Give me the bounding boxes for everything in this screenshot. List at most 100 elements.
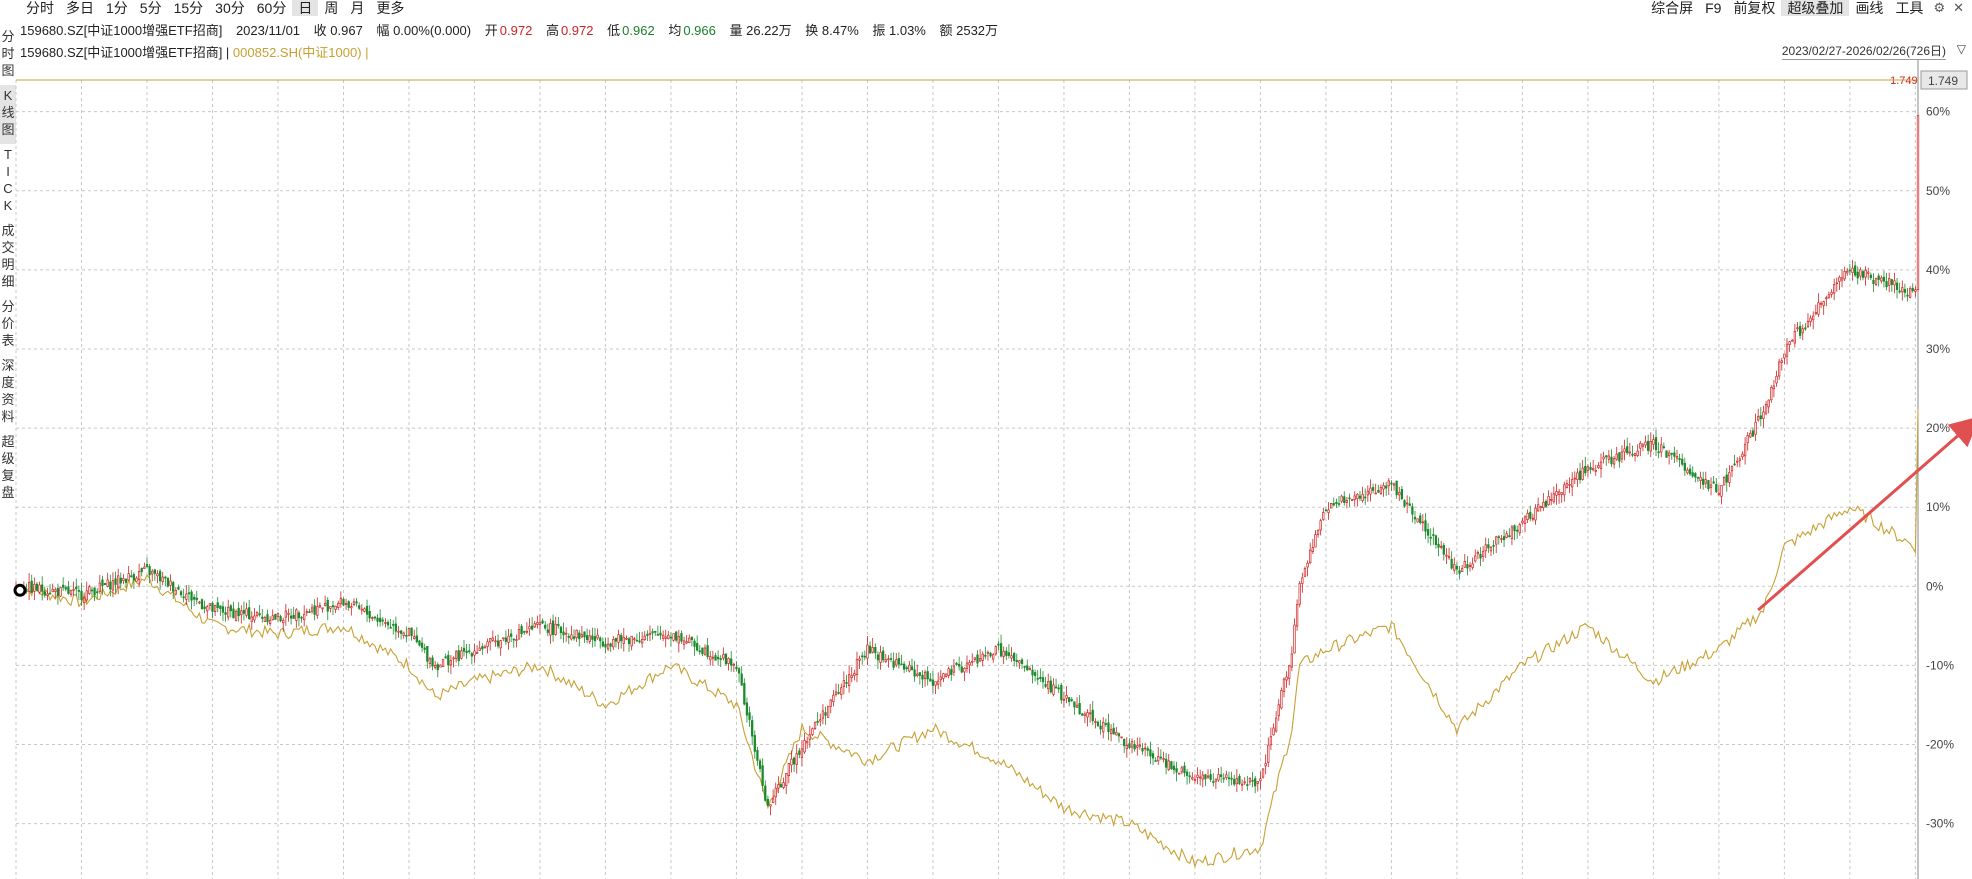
period-tab-0[interactable]: 分时: [26, 0, 54, 16]
candle-body: [1429, 536, 1432, 539]
quote-high-label: 高: [545, 23, 559, 38]
side-tab-0[interactable]: 分时图: [1, 29, 15, 78]
candle-body: [1644, 441, 1647, 446]
period-tab-3[interactable]: 5分: [139, 0, 162, 16]
candle-body: [908, 664, 911, 672]
period-tab-10[interactable]: 更多: [376, 0, 405, 16]
period-tab-4[interactable]: 15分: [173, 0, 204, 16]
date-range-selector[interactable]: 2023/02/27-2026/02/26(726日): [1781, 44, 1946, 60]
candle-body: [232, 608, 235, 619]
y-tick-label: 60%: [1926, 105, 1950, 119]
legend-overlay[interactable]: 000852.SH(中证1000) |: [232, 45, 369, 60]
close-icon[interactable]: ✕: [1953, 0, 1964, 15]
chevron-down-icon[interactable]: ▽: [1956, 42, 1966, 56]
candle-body: [1505, 533, 1508, 538]
candle-body: [1130, 741, 1134, 748]
candle-body: [1715, 483, 1718, 493]
candle-body: [151, 570, 154, 575]
candle-body: [1746, 435, 1749, 444]
toolbar-item-3[interactable]: 超级叠加: [1781, 0, 1850, 16]
candle-body: [363, 608, 366, 612]
candle-body: [1864, 269, 1867, 278]
candle-body: [1154, 760, 1157, 762]
candle-body: [1416, 518, 1419, 523]
candle-body: [1086, 712, 1089, 718]
candle-body: [1172, 765, 1176, 771]
candle-body: [816, 720, 819, 723]
toolbar-item-2[interactable]: 前复权: [1733, 0, 1776, 16]
period-tab-5[interactable]: 30分: [215, 0, 245, 16]
candle-body: [1888, 278, 1891, 286]
side-tab-6[interactable]: 超级复盘: [1, 434, 15, 500]
toolbar-item-0[interactable]: 综合屏: [1651, 0, 1694, 16]
candle-body: [544, 624, 547, 629]
candle-body: [1872, 279, 1875, 285]
candle-body: [1856, 271, 1859, 279]
candle-body: [622, 636, 625, 644]
period-tab-6[interactable]: 60分: [256, 0, 287, 16]
candle-body: [62, 584, 65, 588]
candle-body: [48, 592, 52, 595]
candle-body: [1573, 477, 1576, 480]
period-tab-8[interactable]: 周: [324, 0, 339, 16]
candle-body: [1903, 289, 1907, 293]
candle-body: [1796, 327, 1799, 330]
period-tab-2[interactable]: 1分: [106, 0, 128, 16]
candle-body: [1534, 507, 1537, 521]
candle-body: [478, 647, 481, 651]
candle-body: [140, 568, 143, 573]
candle-body: [1840, 277, 1844, 281]
candle-body: [1785, 343, 1789, 357]
candle-body: [1906, 294, 1909, 297]
candle-body: [1193, 779, 1197, 781]
candle-body: [829, 699, 832, 707]
candle-body: [625, 638, 628, 640]
candle-body: [1788, 341, 1791, 345]
candle-body: [523, 630, 526, 633]
period-tab-9[interactable]: 月: [350, 0, 365, 16]
candle-body: [399, 630, 403, 634]
legend-main[interactable]: 159680.SZ[中证1000增强ETF招商] |: [20, 45, 230, 60]
candle-body: [1898, 290, 1901, 293]
candle-body: [1759, 415, 1762, 420]
candle-body: [248, 607, 251, 620]
candle-body: [457, 650, 460, 662]
side-tab-4[interactable]: 分价表: [1, 299, 15, 348]
candle-body: [1555, 491, 1558, 496]
candle-body: [1350, 499, 1354, 501]
period-tab-7[interactable]: 日: [292, 0, 319, 16]
candle-body: [612, 639, 615, 648]
candle-body: [541, 620, 544, 624]
candle-body: [1557, 491, 1561, 495]
candle-body: [489, 638, 492, 643]
candle-body: [1225, 774, 1228, 778]
side-tab-3[interactable]: 成交明细: [1, 223, 15, 289]
candle-body: [557, 623, 560, 627]
toolbar-item-5[interactable]: 工具: [1895, 0, 1924, 16]
side-tab-5[interactable]: 深度资料: [1, 358, 15, 424]
candle-body: [1628, 451, 1631, 454]
candle-body: [811, 728, 814, 735]
candle-body: [1581, 467, 1584, 480]
candle-body: [208, 603, 212, 607]
candle-body: [1282, 678, 1286, 692]
candle-body: [475, 652, 479, 654]
candle-body: [1649, 441, 1652, 452]
candle-body: [840, 687, 843, 695]
candle-body: [722, 654, 725, 659]
gear-icon[interactable]: ⚙: [1933, 0, 1946, 15]
candle-body: [1474, 555, 1477, 562]
candle-body: [1728, 472, 1731, 483]
candle-body: [185, 593, 188, 600]
candle-body: [444, 656, 447, 659]
toolbar-item-4[interactable]: 画线: [1855, 0, 1884, 16]
toolbar-item-1[interactable]: F9: [1705, 0, 1722, 16]
candle-body: [1639, 442, 1642, 449]
candle-body: [698, 650, 701, 653]
period-tab-1[interactable]: 多日: [66, 0, 94, 16]
candle-body: [1159, 756, 1163, 759]
